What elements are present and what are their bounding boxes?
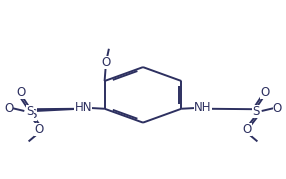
Text: O: O [17, 86, 26, 99]
Text: S: S [29, 108, 37, 121]
Text: O: O [273, 102, 282, 115]
Text: S: S [26, 105, 34, 118]
Text: O: O [260, 86, 269, 99]
Text: O: O [34, 123, 43, 136]
Text: O: O [102, 56, 111, 69]
Text: HN: HN [74, 101, 92, 114]
Text: NH: NH [194, 101, 212, 114]
Text: O: O [4, 102, 13, 115]
Text: O: O [243, 123, 252, 136]
Text: S: S [252, 105, 260, 118]
